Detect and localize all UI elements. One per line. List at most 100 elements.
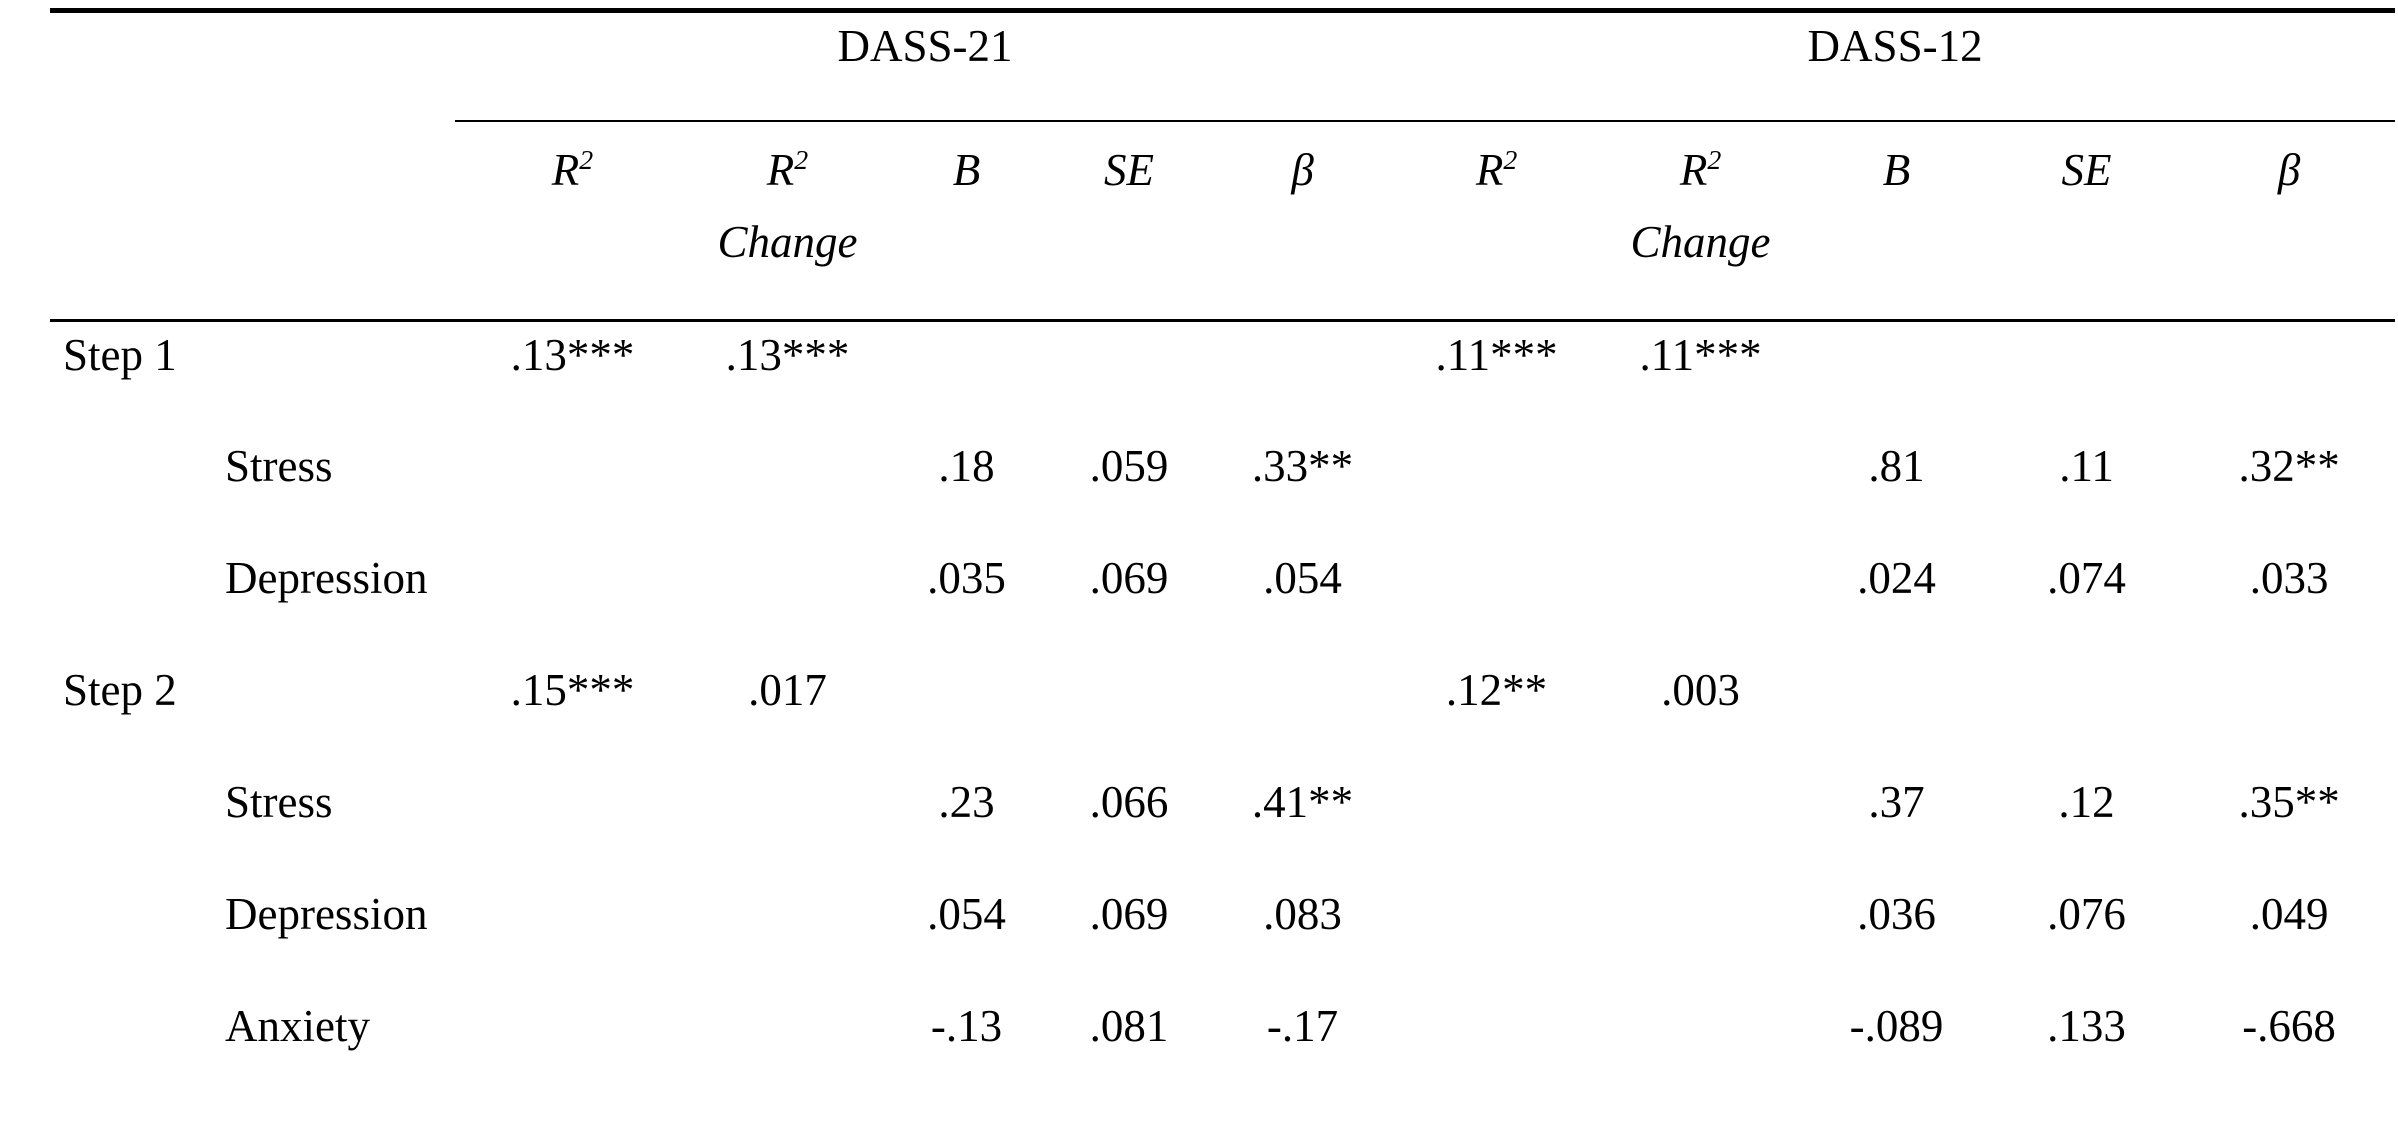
value-cell: -.17 [1266,1000,1339,1051]
value-cell: .13*** [510,330,635,380]
value-cell: .083 [1263,888,1342,939]
value-cell [1598,545,1803,657]
column-header-r2-dass21: R2 [455,120,690,322]
row-label: Step 2 [63,664,177,715]
hierarchical-regression-table: DASS-21 DASS-12 R2 R2 Change B SE β R2 R… [50,8,2396,1105]
value-cell: .11*** [1639,330,1762,380]
value-cell [1395,769,1598,881]
value-cell [1395,545,1598,657]
value-cell: .23 [938,776,995,827]
value-cell: .036 [1857,888,1936,939]
value-cell: .12 [2058,776,2115,827]
column-header-se-dass21: SE [1048,120,1210,322]
value-cell [690,433,885,545]
value-cell: .003 [1661,664,1740,715]
value-cell [1598,993,1803,1105]
corner-cell [50,120,455,322]
row-label: Depression [225,888,428,939]
column-header-r2change-dass12: R2 Change [1598,120,1804,322]
table-row: Depression .054 .069 .083 .036 .076 .049 [50,881,2395,993]
table-row: Depression .035 .069 .054 .024 .074 .033 [50,545,2395,657]
value-cell [455,993,690,1105]
value-cell [690,993,885,1105]
column-header-b-dass21: B [885,120,1048,322]
value-cell: .033 [2249,552,2329,603]
table-row: Step 2 .15*** .017 .12** .003 [50,657,2395,769]
value-cell [2183,657,2395,769]
value-cell [1598,881,1803,993]
corner-cell [50,11,455,121]
value-cell [455,545,690,657]
value-cell: .035 [927,552,1006,603]
group-header-dass12: DASS-12 [1395,10,2396,122]
value-cell: .81 [1868,440,1925,491]
value-cell: .32** [2238,440,2340,491]
value-cell [690,769,885,881]
value-cell: .41** [1251,776,1354,827]
value-cell [2183,321,2395,433]
value-cell: .33** [1251,440,1354,491]
value-cell: .017 [748,664,827,715]
column-header-beta-dass12: β [2183,120,2396,322]
row-label: Depression [225,552,428,603]
column-header-se-dass12: SE [1990,120,2184,322]
value-cell: .049 [2249,888,2329,939]
value-cell [1990,657,2183,769]
value-cell [1395,881,1598,993]
value-cell: .059 [1089,440,1169,491]
value-cell [455,769,690,881]
value-cell: .066 [1089,776,1169,827]
value-cell [1048,657,1210,769]
value-cell: .074 [2047,552,2126,603]
column-header-row: R2 R2 Change B SE β R2 R2 Change B SE β [50,120,2396,322]
value-cell [885,321,1048,433]
value-cell [1598,433,1803,545]
value-cell: .15*** [510,664,635,715]
value-cell: .37 [1868,776,1925,827]
table-row: Step 1 .13*** .13*** .11*** .11*** [50,321,2395,433]
value-cell: -.089 [1849,1000,1944,1051]
value-cell [455,433,690,545]
value-cell: .18 [938,440,995,491]
row-label: Stress [225,440,333,491]
column-header-r2-dass12: R2 [1395,120,1599,322]
row-label: Anxiety [225,1000,370,1051]
value-cell: .054 [1263,552,1342,603]
table-body: Step 1 .13*** .13*** .11*** .11*** Stress .18.… [50,321,2395,1105]
group-header-row: DASS-21 DASS-12 [50,10,2396,122]
value-cell: .076 [2047,888,2126,939]
value-cell: .069 [1089,888,1169,939]
column-header-beta-dass21: β [1210,120,1396,322]
value-cell [885,657,1048,769]
value-cell: -.668 [2242,1000,2336,1051]
value-cell [455,881,690,993]
value-cell: .12** [1445,664,1548,715]
table-row: Stress .18 .059 .33** .81 .11 .32** [50,433,2395,545]
value-cell [1210,321,1395,433]
value-cell: .133 [2047,1000,2126,1051]
value-cell: .054 [927,888,1006,939]
value-cell: -.13 [930,1000,1003,1051]
value-cell [1803,657,1990,769]
value-cell [690,881,885,993]
value-cell [1048,321,1210,433]
row-label: Stress [225,776,333,827]
value-cell [1210,657,1395,769]
value-cell: .11*** [1435,330,1558,380]
value-cell: .024 [1857,552,1936,603]
row-label: Step 1 [63,330,177,380]
value-cell [1395,993,1598,1105]
value-cell [1803,321,1990,433]
value-cell [690,545,885,657]
column-header-r2change-dass21: R2 Change [690,120,885,322]
value-cell: .069 [1089,552,1169,603]
column-header-b-dass12: B [1803,120,1991,322]
table-row: Stress .23 .066 .41** .37 .12 .35** [50,769,2395,881]
value-cell [1990,321,2183,433]
value-cell [1395,433,1598,545]
value-cell [1598,769,1803,881]
value-cell: .13*** [725,330,850,380]
group-header-dass21: DASS-21 [455,10,1396,122]
value-cell: .11 [2059,440,2114,491]
